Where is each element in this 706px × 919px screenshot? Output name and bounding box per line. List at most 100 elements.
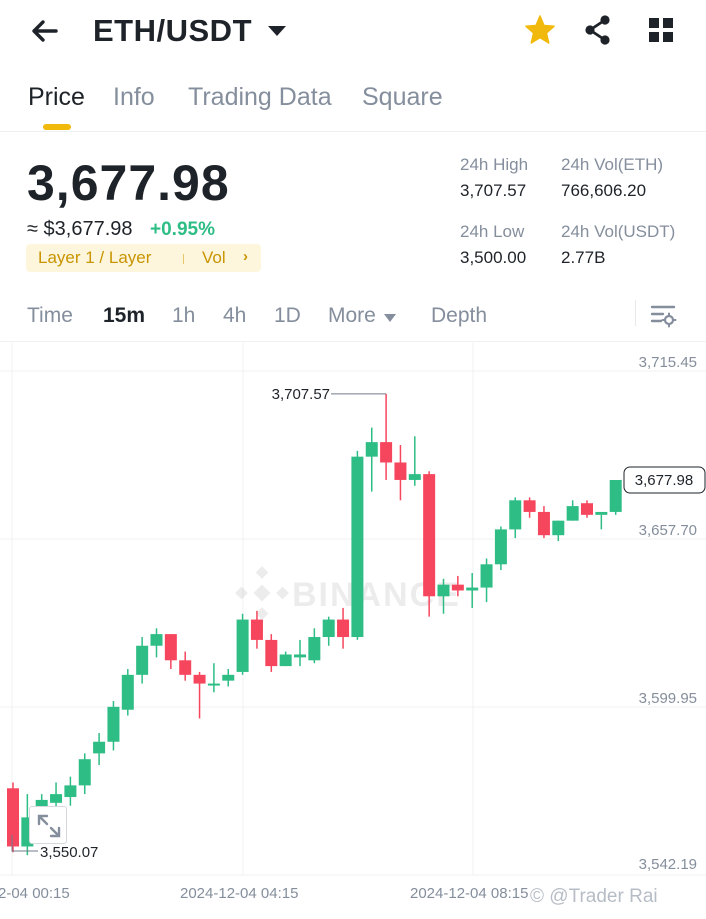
last-price: 3,677.98 [27, 155, 230, 211]
category-tag[interactable]: Layer 1 / Layer [38, 248, 152, 267]
y-tick-label: 3,715.45 [639, 354, 697, 371]
candle-body [494, 529, 507, 565]
tab-info[interactable]: Info [113, 83, 155, 111]
y-tick-label: 3,657.70 [639, 522, 697, 539]
candle-body [64, 785, 77, 798]
candle-body [21, 817, 34, 847]
interval-4h[interactable]: 4h [223, 304, 247, 327]
candle-body [150, 634, 163, 646]
low-value: 3,500.00 [460, 248, 527, 267]
candle-body [107, 706, 120, 742]
vol-tag[interactable]: Vol [202, 248, 226, 267]
candle-body [451, 584, 464, 591]
candle-body [279, 654, 292, 667]
candle-body [7, 788, 19, 847]
watermark-text: BINANCE [292, 576, 461, 614]
interval-time[interactable]: Time [27, 304, 73, 327]
main-tabs: Price Info Trading Data Square [0, 70, 706, 132]
candle-body [164, 634, 177, 661]
candles [7, 393, 622, 856]
candle-body [365, 442, 378, 457]
low-marker-label: 3,550.07 [40, 844, 98, 861]
expand-chart-button[interactable] [29, 806, 67, 844]
last-price-label: 3,677.98 [635, 472, 693, 489]
candle-body [466, 587, 479, 591]
candle-body [566, 506, 579, 521]
candle-body [581, 503, 593, 515]
divider [635, 300, 636, 326]
candle-body [193, 674, 206, 684]
low-marker: 3,550.07 [11, 835, 98, 861]
chart-settings-icon[interactable] [649, 301, 677, 329]
vol-eth-label: 24h Vol(ETH) [561, 155, 664, 174]
low-label: 24h Low [460, 222, 525, 241]
candle-body [509, 500, 522, 530]
active-tab-indicator [43, 124, 71, 130]
chevron-right-icon[interactable]: › [243, 248, 248, 265]
candle-body [50, 794, 63, 803]
vol-usdt-label: 24h Vol(USDT) [561, 222, 676, 241]
expand-icon [37, 814, 61, 838]
grid-icon[interactable] [644, 13, 678, 47]
top-bar: ETH/USDT [0, 0, 706, 64]
high-label: 24h High [460, 155, 529, 174]
high-marker-label: 3,707.57 [272, 386, 330, 403]
x-axis-labels: 2-04 00:15 2024-12-04 04:15 2024-12-04 0… [0, 885, 528, 902]
candle-body [322, 619, 335, 638]
high-marker: 3,707.57 [272, 386, 387, 403]
candlestick-chart[interactable]: BINANCE 3,715.45 3,657.70 3,599.95 3,542… [0, 343, 706, 919]
interval-more[interactable]: More [328, 304, 376, 327]
candle-body [236, 619, 249, 672]
tag-bar[interactable]: Layer 1 / Layer Vol › [26, 244, 261, 272]
candle-body [394, 462, 407, 480]
candle-body [136, 645, 149, 675]
candle-body [480, 564, 493, 588]
price-change-percent: +0.95% [150, 219, 215, 240]
candle-body [308, 637, 321, 661]
candle-body [222, 674, 235, 681]
candle-body [552, 520, 565, 536]
candle-body [423, 474, 436, 597]
vol-usdt-value: 2.77B [561, 248, 606, 267]
tab-trading-data[interactable]: Trading Data [188, 83, 332, 111]
star-icon[interactable] [522, 12, 558, 48]
y-tick-label: 3,599.95 [639, 690, 697, 707]
candle-body [250, 619, 263, 640]
candle-body [337, 619, 350, 638]
candle-body [609, 479, 622, 512]
candle-body [207, 683, 220, 686]
candle-body [265, 639, 278, 667]
candle-body [523, 500, 536, 512]
candle-body [408, 474, 421, 480]
chart-canvas[interactable]: BINANCE 3,715.45 3,657.70 3,599.95 3,542… [0, 343, 706, 919]
tag-separator [183, 254, 184, 264]
x-tick-label: 2024-12-04 04:15 [180, 885, 298, 902]
candle-body [121, 674, 134, 710]
y-axis-labels: 3,715.45 3,657.70 3,599.95 3,542.19 [639, 354, 697, 873]
candle-body [351, 456, 364, 638]
candle-body [93, 741, 106, 754]
tab-square[interactable]: Square [362, 83, 443, 111]
candle-body [294, 654, 306, 658]
interval-depth[interactable]: Depth [431, 304, 488, 327]
candle-body [537, 511, 550, 536]
candle-body [380, 442, 393, 463]
vol-eth-value: 766,606.20 [561, 181, 647, 200]
high-value: 3,707.57 [460, 181, 527, 200]
author-watermark: © @Trader Rai [530, 886, 658, 907]
chevron-down-icon[interactable] [266, 22, 288, 40]
share-icon[interactable] [580, 12, 616, 48]
interval-1h[interactable]: 1h [172, 304, 196, 327]
pair-title[interactable]: ETH/USDT [93, 13, 252, 48]
tab-price[interactable]: Price [28, 83, 85, 111]
x-tick-label: 2-04 00:15 [0, 885, 70, 902]
candle-body [595, 511, 608, 515]
candle-body [179, 660, 192, 675]
y-tick-label: 3,542.19 [639, 856, 697, 873]
interval-15m[interactable]: 15m [103, 304, 146, 327]
caret-down-icon[interactable] [383, 310, 397, 322]
interval-1d[interactable]: 1D [274, 304, 301, 327]
back-arrow-icon[interactable] [28, 14, 64, 48]
candle-body [437, 584, 450, 597]
x-tick-label: 2024-12-04 08:15 [410, 885, 528, 902]
